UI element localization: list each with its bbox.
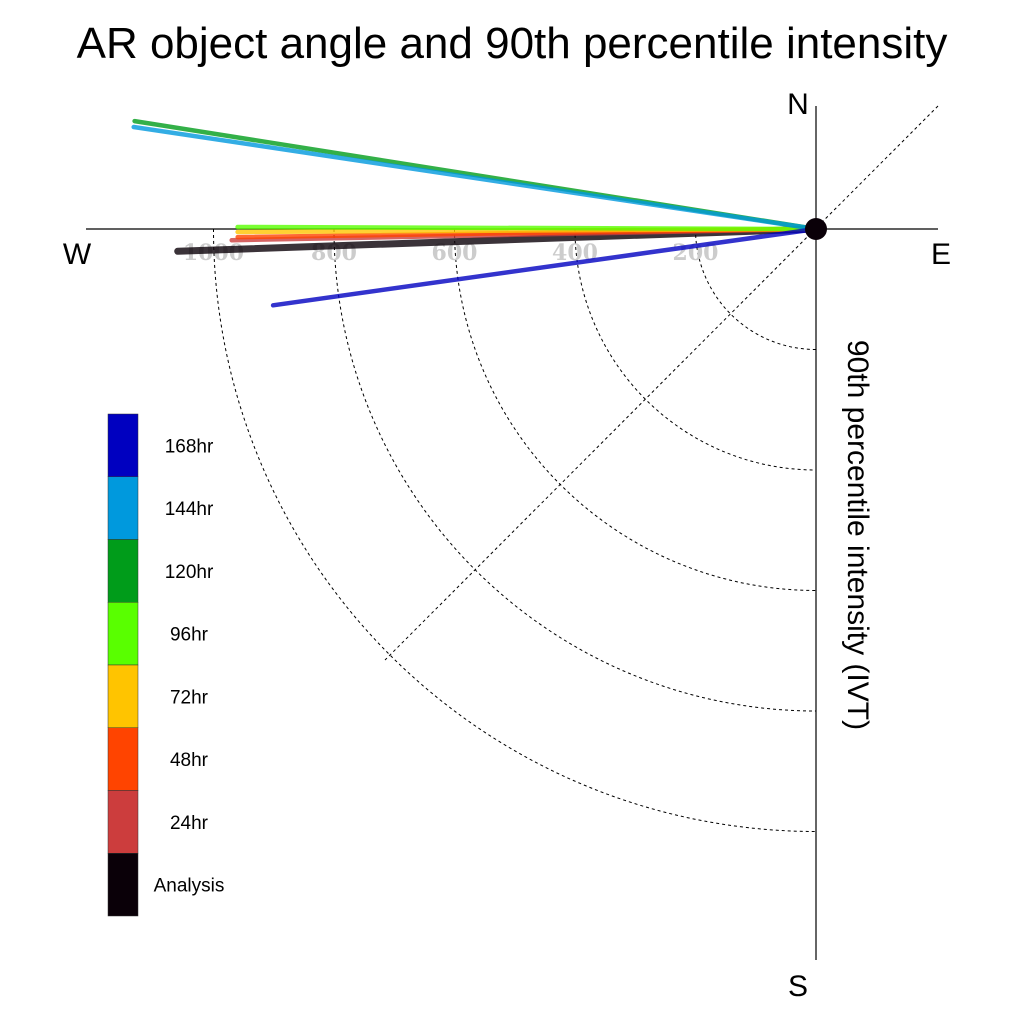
legend-label: 72hr bbox=[170, 687, 209, 708]
west-label: W bbox=[63, 238, 92, 271]
legend-swatch bbox=[107, 790, 139, 854]
legend-swatch bbox=[107, 727, 139, 791]
south-label: S bbox=[788, 970, 808, 1003]
grid-arc bbox=[695, 228, 817, 350]
legend-swatch bbox=[107, 602, 139, 666]
legend-label: 168hr bbox=[165, 436, 214, 457]
legend-label: 120hr bbox=[165, 562, 214, 583]
grid-arc bbox=[213, 228, 817, 832]
legend-label: 48hr bbox=[170, 750, 209, 771]
series-line-96hr bbox=[235, 224, 819, 232]
legend-label: 96hr bbox=[170, 625, 209, 646]
grid-diagonal bbox=[384, 105, 939, 661]
polar-grid bbox=[213, 105, 939, 832]
series-lines bbox=[131, 118, 820, 308]
legend-swatch bbox=[107, 664, 139, 728]
origin-marker bbox=[805, 218, 827, 240]
series-line-144hr bbox=[131, 124, 819, 232]
legend-label: 24hr bbox=[170, 813, 209, 834]
legend: 168hr 144hr 120hr 96hr 72hr 48hr 24hr Analysis bbox=[107, 413, 225, 917]
legend-label: Analysis bbox=[154, 876, 225, 897]
grid-arc bbox=[574, 228, 817, 471]
legend-label: 144hr bbox=[165, 499, 214, 520]
legend-swatch bbox=[107, 539, 139, 603]
chart-title: AR object angle and 90th percentile inte… bbox=[77, 19, 948, 68]
legend-swatch bbox=[107, 476, 139, 540]
north-label: N bbox=[787, 88, 809, 121]
y-axis-label: 90th percentile intensity (IVT) bbox=[841, 340, 874, 730]
east-label: E bbox=[931, 238, 951, 271]
series-line-168hr bbox=[270, 226, 819, 308]
legend-swatch bbox=[107, 853, 139, 917]
legend-swatch bbox=[107, 413, 139, 477]
